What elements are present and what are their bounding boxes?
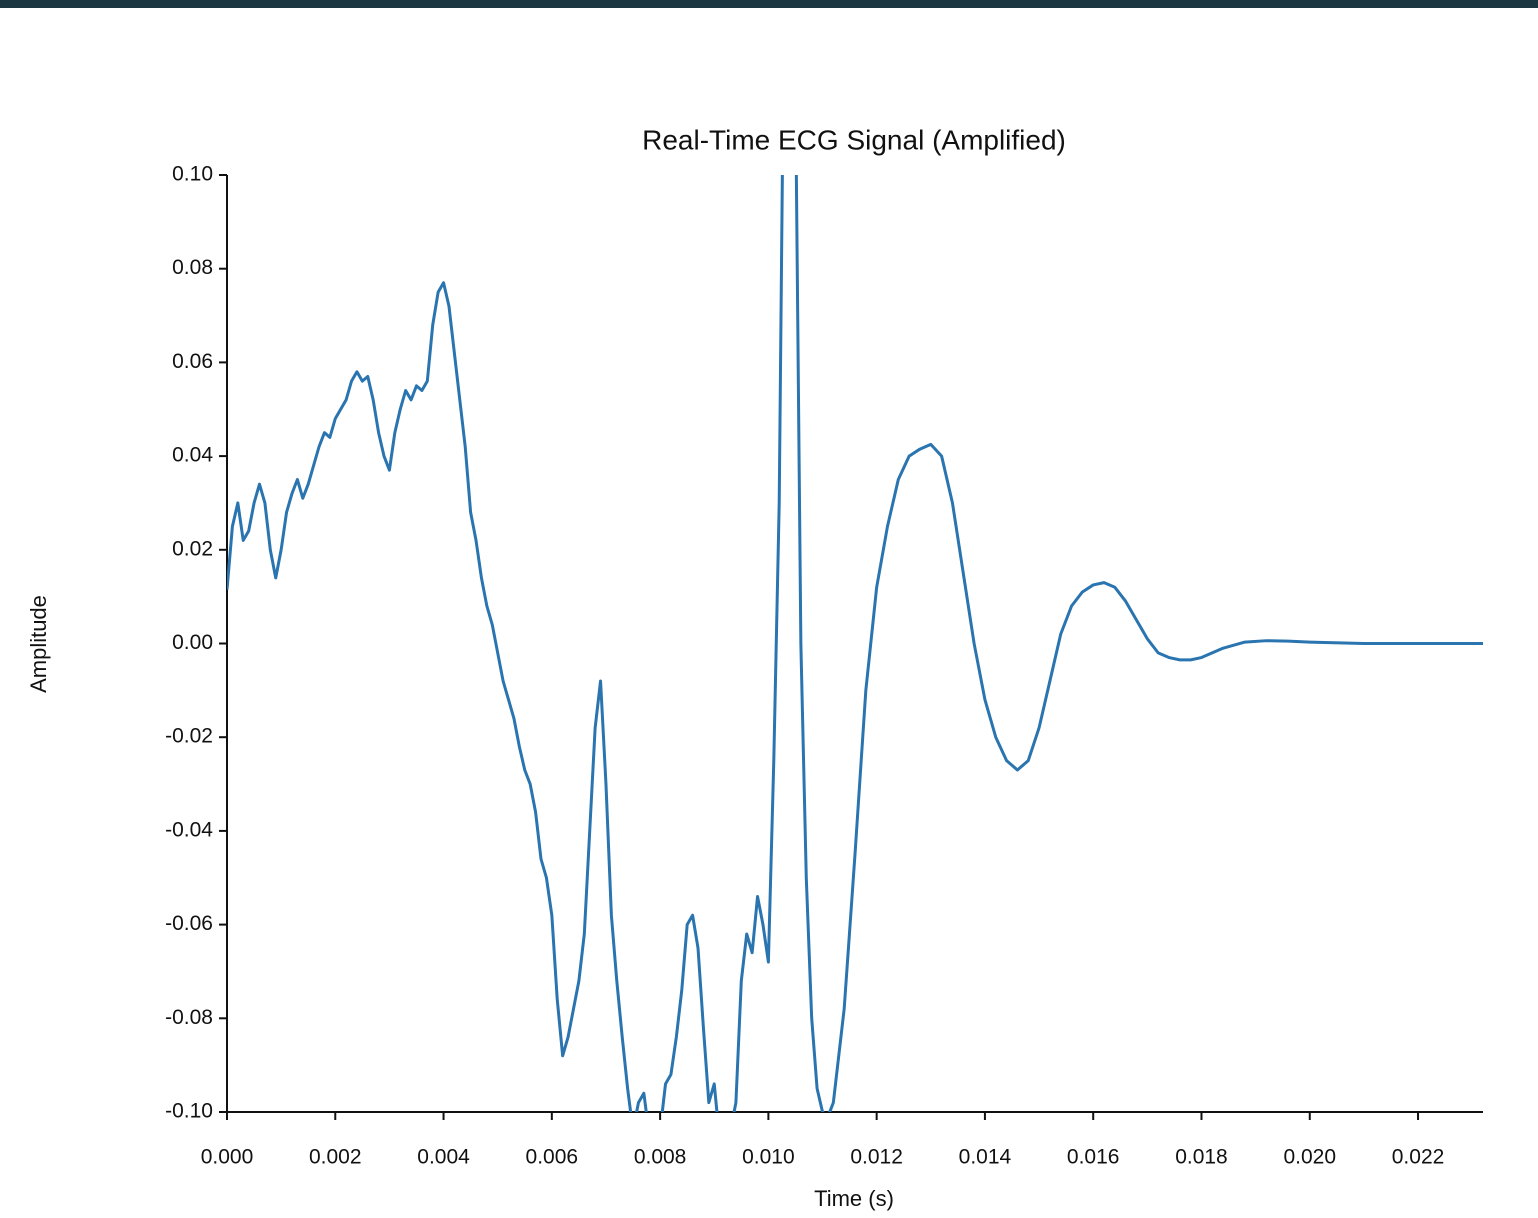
y-tick-label: 0.04 — [172, 444, 213, 467]
x-tick-label: 0.000 — [201, 1146, 254, 1169]
y-tick-label: 0.10 — [172, 163, 213, 186]
x-tick-label: 0.014 — [959, 1146, 1012, 1169]
x-tick-label: 0.002 — [309, 1146, 362, 1169]
x-tick-label: 0.010 — [742, 1146, 795, 1169]
y-tick-label: -0.04 — [165, 818, 213, 841]
y-tick-label: 0.08 — [172, 256, 213, 279]
x-tick-label: 0.006 — [526, 1146, 579, 1169]
x-tick-label: 0.016 — [1067, 1146, 1120, 1169]
y-tick-label: -0.06 — [165, 912, 213, 935]
y-tick-label: -0.10 — [165, 1100, 213, 1123]
x-tick-label: 0.018 — [1175, 1146, 1228, 1169]
y-tick-label: -0.02 — [165, 725, 213, 748]
y-tick-label: 0.06 — [172, 350, 213, 373]
x-axis-label: Time (s) — [814, 1186, 894, 1211]
x-tick-label: 0.008 — [634, 1146, 687, 1169]
x-tick-label: 0.020 — [1283, 1146, 1336, 1169]
y-axis-label: Amplitude — [26, 595, 51, 693]
x-tick-label: 0.004 — [417, 1146, 470, 1169]
signal-line — [227, 175, 1483, 1112]
x-tick-label: 0.022 — [1392, 1146, 1445, 1169]
x-tick-label: 0.012 — [850, 1146, 903, 1169]
y-tick-label: 0.02 — [172, 537, 213, 560]
top-bar — [0, 0, 1538, 8]
y-tick-label: -0.08 — [165, 1006, 213, 1029]
chart-title: Real-Time ECG Signal (Amplified) — [642, 124, 1066, 155]
y-tick-label: 0.00 — [172, 631, 213, 654]
